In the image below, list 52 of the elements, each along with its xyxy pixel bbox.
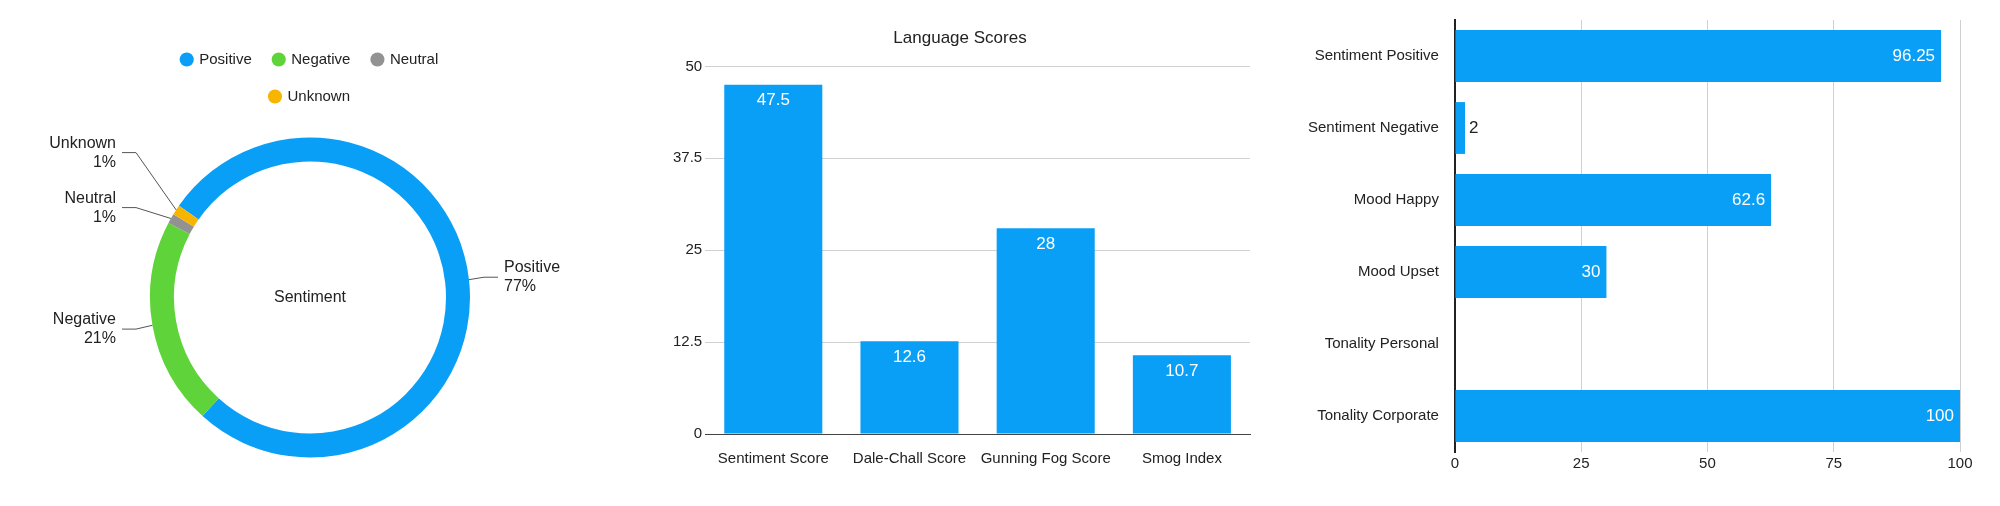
y-tick-label: 50 [685, 56, 703, 74]
legend-label: Negative [291, 49, 351, 67]
data-label: 77% [504, 277, 537, 295]
slice-label: Positive [504, 258, 561, 276]
data-label: 47.5 [756, 90, 790, 110]
text: Sentiment [273, 287, 347, 305]
slice-label: Unknown [49, 133, 116, 151]
bar [996, 228, 1095, 434]
x-tick-label: 25 [1572, 454, 1590, 472]
bar [1455, 246, 1607, 298]
x-tick-label: 50 [1699, 454, 1716, 472]
y-tick-label: Mood Upset [1358, 262, 1440, 280]
y-tick-label: Sentiment Negative [1308, 118, 1439, 136]
y-tick-label: 25 [685, 240, 703, 258]
legend-label: Unknown [287, 86, 351, 104]
x-tick-label: Dale-Chall Score [852, 449, 967, 467]
data-label: 2 [1469, 117, 1479, 137]
data-label: 28 [1036, 233, 1056, 253]
bar [1132, 355, 1231, 434]
legend-label: Neutral [389, 49, 439, 67]
bar [1455, 102, 1466, 154]
y-tick-label: Tonality Personal [1324, 334, 1439, 352]
y-tick-label: 0 [693, 424, 703, 442]
data-label: 30 [1581, 261, 1601, 281]
data-label: 96.25 [1892, 45, 1936, 65]
slice-label: Neutral [64, 188, 116, 206]
x-tick-label: Gunning Fog Score [980, 449, 1111, 467]
bar [860, 341, 959, 434]
x-tick-label: Sentiment Score [717, 449, 829, 467]
y-tick-label: 12.5 [672, 332, 703, 350]
data-label: 21% [83, 329, 116, 347]
data-label: 1% [92, 152, 116, 170]
y-tick-label: Mood Happy [1353, 190, 1440, 208]
x-tick-label: Smog Index [1141, 449, 1223, 467]
x-tick-label: 0 [1450, 454, 1460, 472]
y-tick-label: Sentiment Positive [1314, 46, 1439, 64]
chart-title: Language Scores [893, 27, 1027, 47]
y-tick-label: 37.5 [672, 148, 703, 166]
bar [724, 84, 823, 434]
x-tick-label: 100 [1947, 454, 1973, 472]
data-label: 62.6 [1732, 189, 1766, 209]
x-tick-label: 75 [1825, 454, 1843, 472]
slice-label: Negative [52, 310, 117, 328]
data-label: 10.7 [1165, 361, 1199, 381]
data-label: 12.6 [892, 347, 927, 367]
y-tick-label: Tonality Corporate [1317, 406, 1439, 424]
bar [1455, 30, 1942, 82]
data-label: 100 [1925, 405, 1954, 425]
data-label: 1% [92, 207, 116, 225]
bar [1455, 390, 1960, 442]
legend-label: Positive [199, 49, 252, 67]
bar [1455, 174, 1772, 226]
